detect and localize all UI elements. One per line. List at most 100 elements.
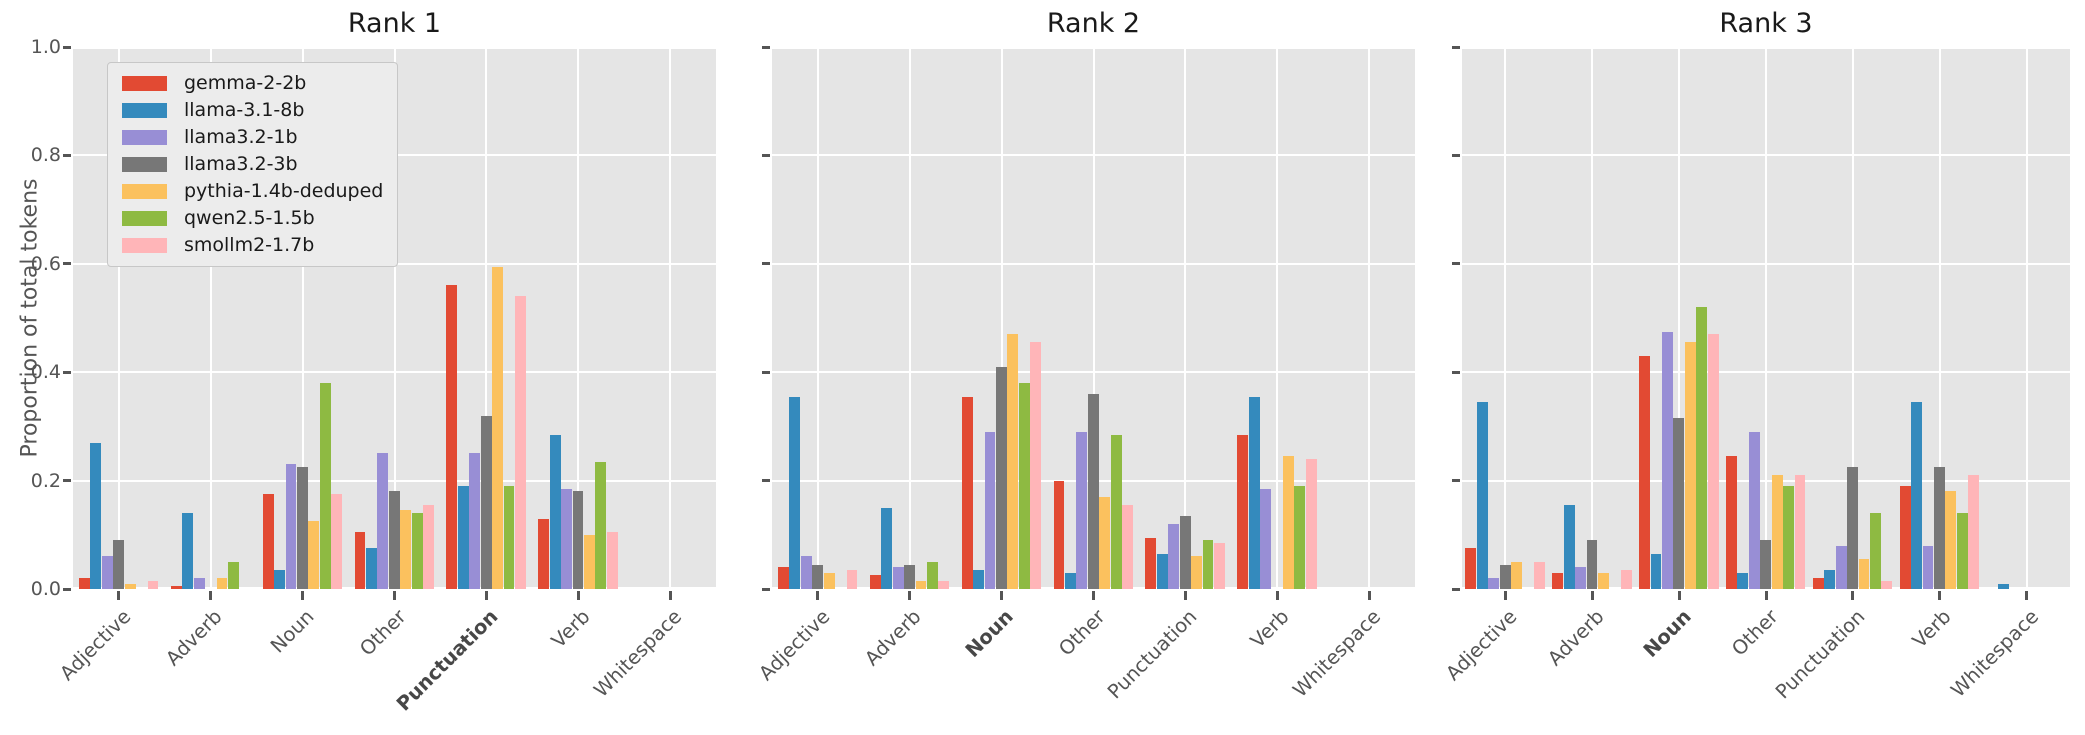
x-category-label-adjective: Adjective <box>55 605 136 685</box>
bar-llama-3.1-8b-noun <box>274 570 285 589</box>
gridline-vertical <box>117 47 120 589</box>
y-tick-label: 0.2 <box>30 469 61 492</box>
bar-smollm2-1.7b-adjective <box>846 570 858 589</box>
x-category-label-whitespace: Whitespace <box>1288 605 1386 702</box>
legend: gemma-2-2b llama-3.1-8b llama3.2-1b llama3.… <box>107 62 399 267</box>
bar-qwen2.5-1.5b-verb <box>1956 513 1968 589</box>
bar-pythia-1.4b-deduped-punctuation <box>1858 559 1870 589</box>
bar-llama3.2-1b-adjective <box>800 556 812 589</box>
legend-color-swatch <box>122 211 167 226</box>
x-tick-mark <box>1367 591 1371 600</box>
bar-llama-3.1-8b-punctuation <box>457 486 469 589</box>
x-category-label-noun: Noun <box>960 605 1018 662</box>
bar-smollm2-1.7b-noun <box>331 494 343 589</box>
bar-gemma-2-2b-adverb <box>869 575 881 589</box>
gridline-vertical <box>1591 47 1594 589</box>
gridline-vertical <box>1276 47 1279 589</box>
bar-llama-3.1-8b-adjective <box>1476 402 1488 589</box>
bar-llama3.2-1b-punctuation <box>1168 524 1180 589</box>
bar-llama3.2-3b-verb <box>1934 467 1945 589</box>
bar-qwen2.5-1.5b-other <box>411 513 423 589</box>
bar-llama3.2-1b-adjective <box>101 556 113 589</box>
x-tick-mark <box>668 591 672 600</box>
x-tick-mark <box>908 591 912 600</box>
bar-qwen2.5-1.5b-noun <box>1696 307 1708 589</box>
bar-gemma-2-2b-adjective <box>78 578 90 589</box>
x-category-label-adverb: Adverb <box>1543 605 1609 671</box>
legend-label: pythia-1.4b-deduped <box>184 180 384 202</box>
bar-gemma-2-2b-noun <box>961 397 973 589</box>
bar-pythia-1.4b-deduped-noun <box>308 521 320 589</box>
bar-llama3.2-1b-other <box>377 453 389 589</box>
bar-qwen2.5-1.5b-other <box>1110 435 1122 589</box>
legend-entry: gemma-2-2b <box>122 73 383 94</box>
x-category-label-punctuation: Punctuation <box>1103 605 1202 704</box>
gridline-vertical <box>1765 47 1767 589</box>
bar-gemma-2-2b-adjective <box>1465 548 1477 589</box>
legend-label: llama3.2-3b <box>184 153 298 175</box>
bar-smollm2-1.7b-other <box>1122 505 1133 589</box>
legend-entry: llama-3.1-8b <box>122 100 383 121</box>
bar-pythia-1.4b-deduped-other <box>400 510 412 589</box>
bar-gemma-2-2b-punctuation <box>1812 578 1824 589</box>
gridline-vertical <box>816 47 819 589</box>
bar-llama-3.1-8b-other <box>365 548 377 589</box>
gridline-vertical <box>1368 47 1371 589</box>
bar-pythia-1.4b-deduped-noun <box>1684 342 1696 589</box>
y-tick-mark <box>762 479 770 483</box>
bar-llama3.2-1b-adverb <box>1575 567 1587 589</box>
y-tick-mark <box>63 45 71 49</box>
bar-llama-3.1-8b-verb <box>1248 397 1260 589</box>
bar-smollm2-1.7b-verb <box>606 532 618 589</box>
x-category-label-adjective: Adjective <box>754 605 835 685</box>
bar-qwen2.5-1.5b-adverb <box>926 562 938 589</box>
bar-qwen2.5-1.5b-adverb <box>227 562 239 589</box>
y-tick-label: 0.0 <box>30 578 61 600</box>
bar-smollm2-1.7b-adverb <box>938 581 950 589</box>
bar-gemma-2-2b-adverb <box>1552 573 1564 589</box>
y-tick-mark <box>762 370 770 374</box>
plot-area-rank-3 <box>1462 47 2070 589</box>
bar-llama-3.1-8b-verb <box>1911 402 1923 589</box>
x-tick-mark <box>2025 591 2029 600</box>
legend-color-swatch <box>122 238 167 253</box>
gridline-vertical <box>1938 47 1941 589</box>
bar-llama3.2-3b-other <box>1760 540 1772 589</box>
x-tick-mark <box>576 591 580 600</box>
x-category-label-adjective: Adjective <box>1441 605 1522 685</box>
bar-llama3.2-3b-noun <box>1673 418 1685 589</box>
gridline-vertical <box>1000 47 1003 589</box>
bar-llama3.2-3b-punctuation <box>1847 467 1859 589</box>
bar-llama3.2-1b-adverb <box>892 567 904 589</box>
bar-llama3.2-3b-punctuation <box>1179 516 1191 589</box>
bar-pythia-1.4b-deduped-adverb <box>1598 573 1609 589</box>
x-tick-mark <box>1503 591 1507 600</box>
bar-llama3.2-1b-noun <box>285 464 297 589</box>
bar-llama3.2-3b-adjective <box>113 540 125 589</box>
bar-llama-3.1-8b-verb <box>549 435 561 589</box>
x-tick-mark <box>1000 591 1004 600</box>
bar-smollm2-1.7b-other <box>423 505 434 589</box>
bar-pythia-1.4b-deduped-verb <box>1945 491 1957 589</box>
y-tick-mark <box>1452 587 1460 591</box>
bar-smollm2-1.7b-noun <box>1707 334 1719 589</box>
x-category-label-other: Other <box>1726 605 1783 661</box>
y-tick-label: 0.4 <box>30 361 61 384</box>
bar-llama3.2-1b-verb <box>1260 489 1271 589</box>
bar-smollm2-1.7b-verb <box>1968 475 1980 589</box>
y-tick-mark <box>1452 45 1460 49</box>
bar-llama3.2-1b-verb <box>561 489 572 589</box>
legend-label: qwen2.5-1.5b <box>184 207 315 229</box>
x-category-label-other: Other <box>355 605 411 661</box>
bar-qwen2.5-1.5b-punctuation <box>1870 513 1881 589</box>
bar-llama-3.1-8b-adjective <box>90 443 102 589</box>
gridline-vertical <box>485 47 488 589</box>
gridline-vertical <box>1092 47 1095 589</box>
bar-gemma-2-2b-other <box>354 532 366 589</box>
bar-smollm2-1.7b-adjective <box>147 581 159 589</box>
y-tick-mark <box>762 45 770 49</box>
x-tick-mark <box>1092 591 1095 600</box>
bar-llama3.2-1b-punctuation <box>1835 546 1847 589</box>
y-tick-mark <box>1452 479 1460 483</box>
